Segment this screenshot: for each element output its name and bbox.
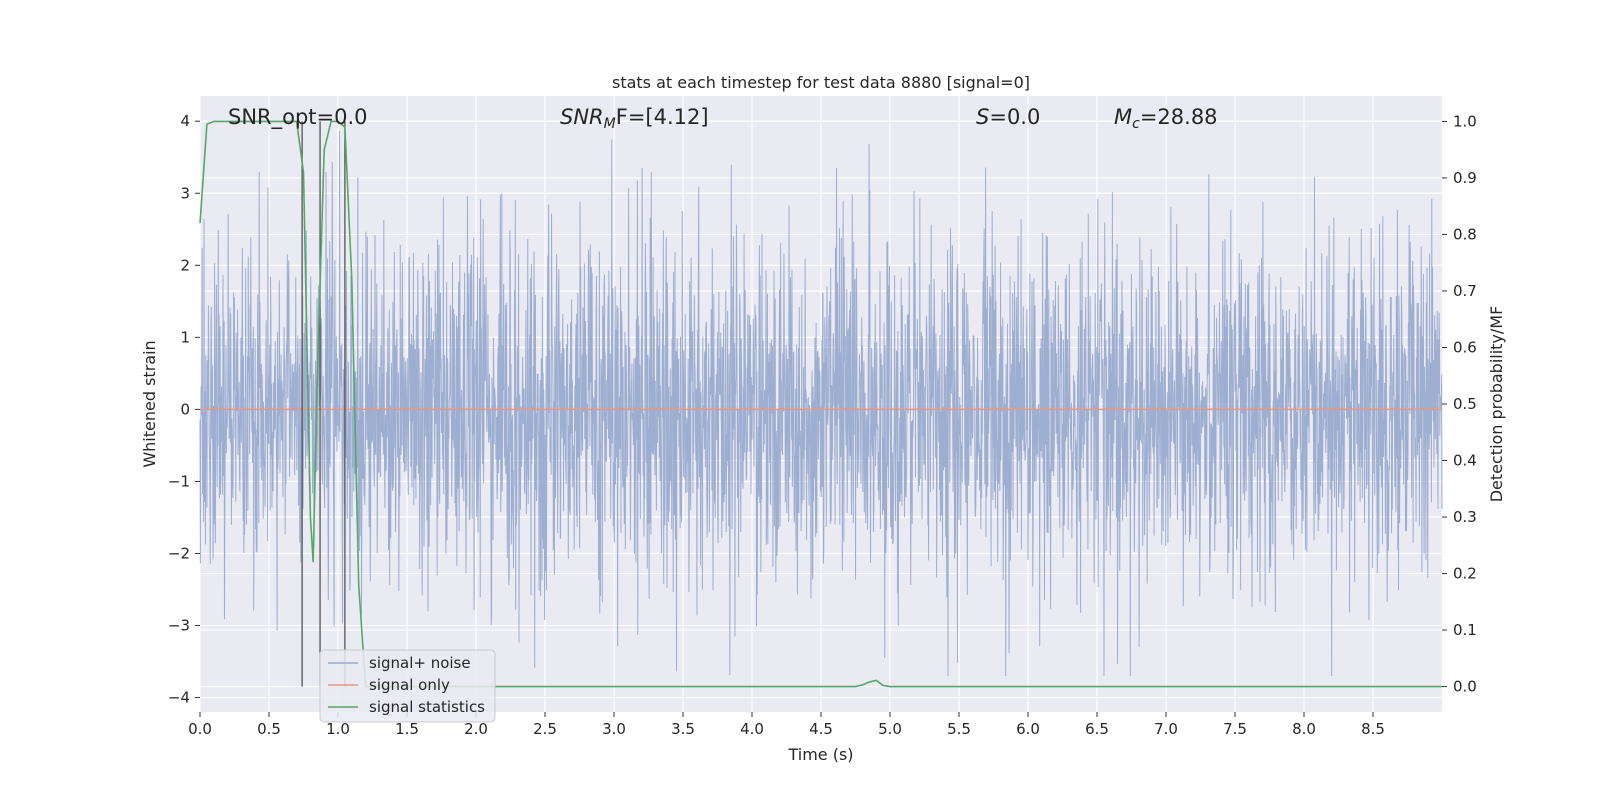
x-tick-label: 6.5 (1085, 720, 1109, 738)
x-tick-label: 2.0 (464, 720, 488, 738)
y-right-tick-label: 0.8 (1453, 225, 1477, 243)
y-right-tick-label: 0.1 (1453, 621, 1477, 639)
x-tick-label: 0.5 (257, 720, 281, 738)
x-tick-label: 4.5 (809, 720, 833, 738)
legend-label: signal only (369, 676, 450, 694)
y-right-tick-label: 0.3 (1453, 508, 1477, 526)
y-right-tick-label: 0.5 (1453, 395, 1477, 413)
annotation-mc-sub: c (1132, 116, 1140, 132)
chart-title: stats at each timestep for test data 888… (612, 73, 1030, 92)
x-tick-label: 4.0 (740, 720, 764, 738)
y-right-tick-label: 0.0 (1453, 678, 1477, 696)
annotation-snr-mf-name: SNR (560, 105, 604, 129)
y-right-tick-label: 1.0 (1453, 112, 1477, 130)
annotation-snr-mf: SNRMF=[4.12] (560, 105, 709, 132)
annotation-mc-rest: =28.88 (1140, 105, 1218, 129)
annotation-s-rest: =0.0 (989, 105, 1040, 129)
x-tick-label: 3.5 (671, 720, 695, 738)
legend-label: signal+ noise (369, 654, 471, 672)
y-tick-label: −3 (168, 617, 190, 635)
y-right-tick-label: 0.7 (1453, 282, 1477, 300)
annotation-s: S=0.0 (976, 105, 1040, 129)
x-tick-label: 1.5 (395, 720, 419, 738)
annotation-mc-name: M (1114, 105, 1132, 129)
y-right-tick-label: 0.9 (1453, 169, 1477, 187)
x-axis-label: Time (s) (787, 745, 853, 764)
y-right-tick-label: 0.4 (1453, 452, 1477, 470)
x-tick-label: 5.5 (947, 720, 971, 738)
series-signal-noise (199, 130, 1443, 676)
y-right-tick-label: 0.6 (1453, 338, 1477, 356)
annotation-snr-mf-sub: M (604, 116, 616, 132)
x-tick-label: 7.5 (1223, 720, 1247, 738)
y-tick-label: 1 (180, 328, 190, 346)
y-right-tick-label: 0.2 (1453, 565, 1477, 583)
annotation-s-name: S (976, 105, 989, 129)
y-tick-label: −2 (168, 544, 190, 562)
annotation-mc: Mc=28.88 (1114, 105, 1218, 132)
y-tick-label: 4 (180, 112, 190, 130)
x-tick-label: 8.0 (1292, 720, 1316, 738)
y-tick-label: 3 (180, 184, 190, 202)
annotation-snr-opt: SNR_opt=0.0 (228, 105, 368, 130)
legend-box (319, 649, 496, 723)
y-axis-label-right: Detection probability/MF (1487, 306, 1506, 503)
y-tick-label: 0 (180, 400, 190, 418)
legend: signal+ noise signal only signal statistic… (319, 649, 496, 723)
x-tick-label: 7.0 (1154, 720, 1178, 738)
annotation-snr-mf-rest: F=[4.12] (616, 105, 709, 129)
x-tick-label: 1.0 (326, 720, 350, 738)
y-tick-label: −4 (168, 689, 190, 707)
x-tick-label: 0.0 (188, 720, 212, 738)
y-tick-label: −1 (168, 472, 190, 490)
y-tick-label: 2 (180, 256, 190, 274)
x-tick-label: 3.0 (602, 720, 626, 738)
x-tick-label: 6.0 (1016, 720, 1040, 738)
x-tick-label: 2.5 (533, 720, 557, 738)
y-axis-label: Whitened strain (140, 340, 159, 467)
x-tick-label: 5.0 (878, 720, 902, 738)
x-tick-label: 8.5 (1361, 720, 1385, 738)
legend-label: signal statistics (369, 698, 485, 716)
